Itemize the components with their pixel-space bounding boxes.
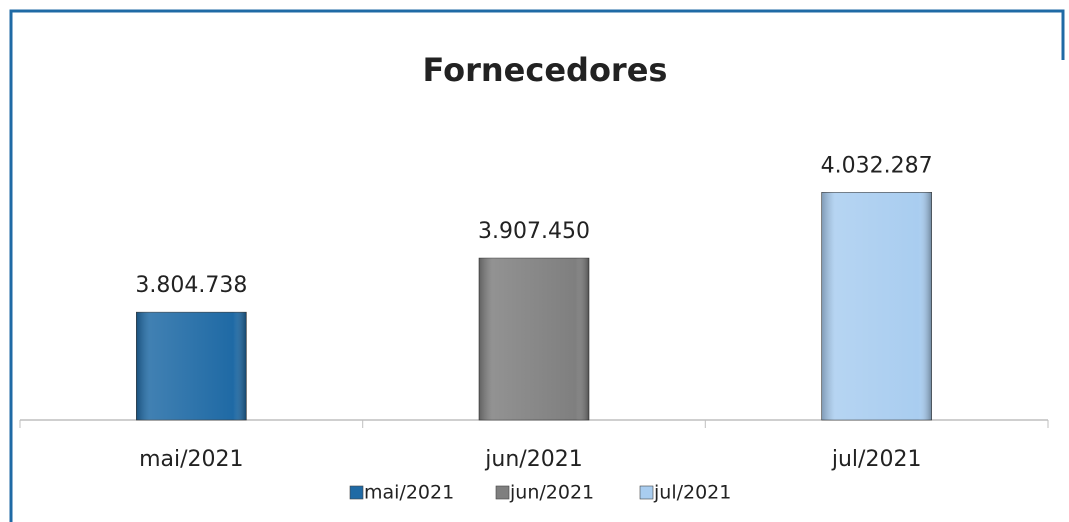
legend-label: jul/2021 [653, 482, 731, 504]
bar [478, 257, 590, 421]
bar [821, 192, 932, 421]
legend-swatch [639, 485, 654, 500]
x-tick-label: mai/2021 [139, 447, 243, 472]
x-tick-label: jun/2021 [484, 447, 582, 472]
legend-label: mai/2021 [364, 482, 454, 504]
data-label: 4.032.287 [821, 153, 933, 178]
x-tick-label: jul/2021 [831, 447, 922, 472]
frame [9, 9, 1065, 522]
bar [136, 311, 247, 421]
legend-swatch [349, 485, 364, 500]
chart-title: Fornecedores [423, 51, 668, 89]
legend-label: jun/2021 [509, 482, 594, 504]
data-label: 3.907.450 [478, 219, 590, 244]
data-label: 3.804.738 [135, 273, 247, 298]
legend-swatch [495, 485, 510, 500]
